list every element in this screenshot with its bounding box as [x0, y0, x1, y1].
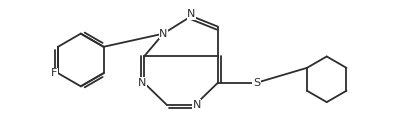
Text: N: N — [159, 29, 168, 39]
Text: N: N — [138, 78, 147, 88]
Text: S: S — [253, 78, 260, 88]
Text: N: N — [187, 9, 196, 19]
Text: F: F — [50, 68, 57, 78]
Text: N: N — [193, 100, 201, 110]
